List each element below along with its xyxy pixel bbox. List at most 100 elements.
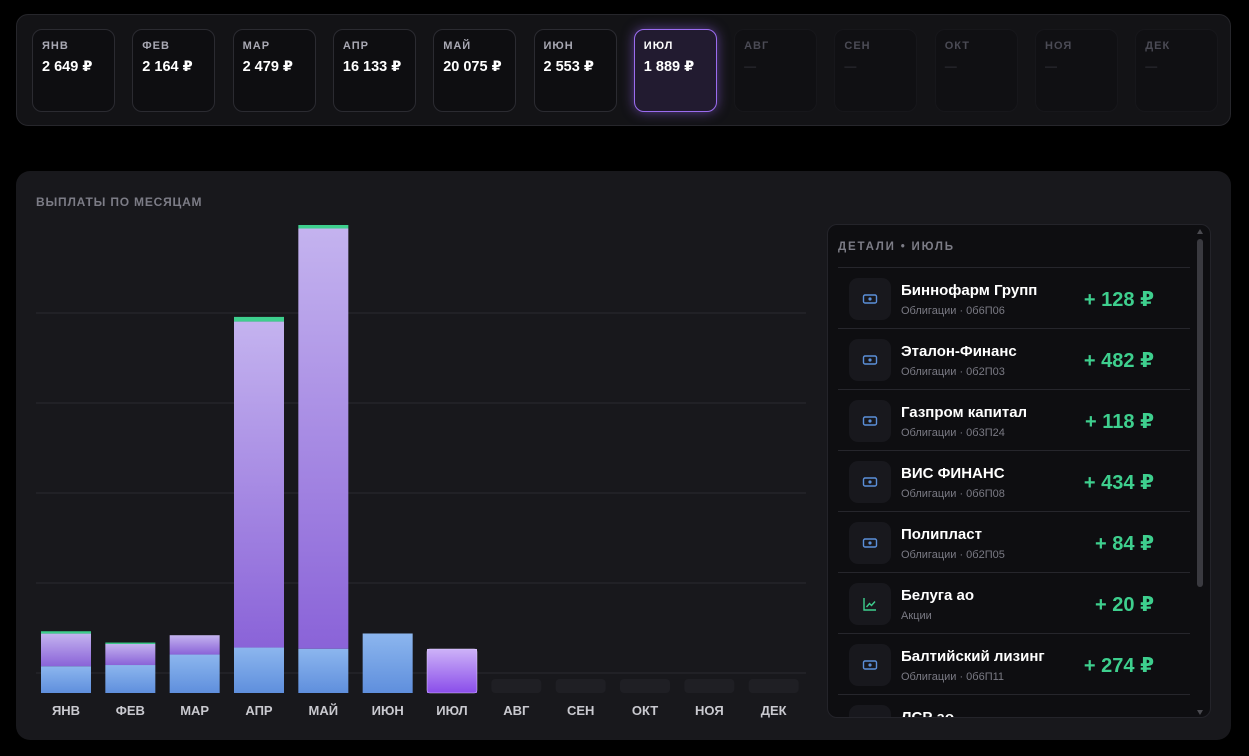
month-strip: ЯНВ 2 649 ₽ ФЕВ 2 164 ₽ МАР 2 479 ₽ АПР 16 133 … [16, 14, 1231, 126]
bar-segment-3[interactable] [41, 631, 91, 634]
bond-icon [849, 461, 891, 503]
month-card-value: — [844, 59, 857, 73]
month-card-name: АПР [342, 40, 369, 52]
month-card-name: ДЕК [1145, 40, 1171, 52]
details-title: ДЕТАЛИ • ИЮЛЬ [838, 241, 955, 253]
month-card-name: АВГ [744, 40, 770, 52]
month-card-value: 2 553 ₽ [543, 59, 594, 75]
active-bar-outline [426, 648, 478, 694]
bar-segment-3[interactable] [298, 225, 349, 229]
item-subtitle: Акции [901, 610, 932, 622]
x-tick-label: АПР [245, 703, 273, 718]
details-list: Биннофарм Групп Облигации · 0б6П06 + 128 ₽… [838, 267, 1190, 718]
month-card-7[interactable]: ИЮЛ 1 889 ₽ [633, 29, 717, 112]
bond-icon [849, 278, 891, 320]
bar-segment-1[interactable] [234, 647, 284, 693]
x-tick-label: НОЯ [695, 703, 724, 718]
month-card-name: ОКТ [944, 40, 970, 52]
bar-segment-1[interactable] [41, 666, 91, 693]
month-card-8[interactable]: АВГ — [734, 29, 818, 112]
bar-segment-2[interactable] [427, 648, 477, 693]
details-scrollbar[interactable] [1197, 225, 1207, 717]
month-card-value: — [1045, 59, 1057, 73]
item-amount: + 128 ₽ [1083, 289, 1154, 311]
details-list-item[interactable]: Полипласт Облигации · 0б2П05 + 84 ₽ [838, 511, 1190, 572]
month-card-value: 2 649 ₽ [42, 59, 93, 75]
item-subtitle: Облигации · 0б6П08 [901, 488, 1005, 500]
month-card-5[interactable]: МАЙ 20 075 ₽ [433, 29, 517, 112]
x-tick-label: МАР [180, 703, 209, 718]
bar-segment-2[interactable] [234, 321, 284, 648]
month-card-name: ФЕВ [142, 40, 170, 52]
item-name: ВИС ФИНАНС [901, 465, 1005, 482]
bond-icon [849, 400, 891, 442]
bar-segment-2[interactable] [298, 228, 349, 649]
month-card-2[interactable]: ФЕВ 2 164 ₽ [132, 29, 216, 112]
item-subtitle: Облигации · 0б3П24 [901, 427, 1005, 439]
bar-segment-3[interactable] [105, 642, 156, 644]
item-subtitle: Облигации · 0б2П05 [901, 549, 1005, 561]
item-amount: + 434 ₽ [1083, 472, 1154, 494]
bar-segment-3[interactable] [234, 316, 284, 322]
stock-chart-icon [849, 583, 891, 625]
item-name: Полипласт [901, 526, 982, 543]
details-list-item[interactable]: Биннофарм Групп Облигации · 0б6П06 + 128 ₽ [838, 267, 1190, 328]
scroll-up-arrow-icon[interactable] [1197, 229, 1203, 234]
item-name: Эталон-Финанс [901, 343, 1017, 360]
bond-icon [849, 339, 891, 381]
bar-segment-1[interactable] [105, 665, 156, 693]
x-tick-label: ИЮЛ [436, 703, 467, 718]
panel-title: ВЫПЛАТЫ ПО МЕСЯЦАМ [36, 195, 203, 209]
item-name: Газпром капитал [901, 404, 1028, 421]
bar-segment-1[interactable] [169, 654, 220, 693]
details-list-item[interactable]: Балтийский лизинг Облигации · 0б6П11 + 274… [838, 633, 1190, 694]
item-name: Биннофарм Групп [901, 282, 1038, 299]
x-tick-label: ИЮН [372, 703, 404, 718]
bond-icon [849, 644, 891, 686]
payouts-bar-chart: ЯНВ ФЕВ МАР АПР МАЙ ИЮН ИЮЛ АВГ СЕН ОКТ НОЯ ДЕК [36, 211, 808, 731]
scroll-thumb[interactable] [1197, 239, 1203, 587]
item-amount: + 274 ₽ [1083, 655, 1154, 677]
chart-canvas: ЯНВ ФЕВ МАР АПР МАЙ ИЮН ИЮЛ АВГ СЕН ОКТ НОЯ ДЕК [36, 225, 806, 718]
month-card-name: ЯНВ [42, 40, 69, 52]
month-card-6[interactable]: ИЮН 2 553 ₽ [533, 29, 617, 112]
month-card-4[interactable]: АПР 16 133 ₽ [332, 29, 416, 112]
month-card-9[interactable]: СЕН — [834, 29, 918, 112]
bar-placeholder [684, 679, 735, 693]
x-tick-label: СЕН [567, 703, 594, 718]
month-card-10[interactable]: ОКТ — [934, 29, 1018, 112]
details-list-item[interactable]: Белуга ао Акции + 20 ₽ [838, 572, 1190, 633]
bar-segment-1[interactable] [362, 633, 413, 693]
month-card-11[interactable]: НОЯ — [1035, 29, 1118, 112]
month-card-value: — [944, 59, 957, 73]
month-card-value: 2 164 ₽ [142, 59, 193, 75]
x-tick-label: ОКТ [632, 703, 658, 718]
bar-segment-2[interactable] [41, 633, 91, 667]
x-tick-label: ДЕК [761, 703, 787, 718]
details-list-item[interactable]: Эталон-Финанс Облигации · 0б2П03 + 482 ₽ [838, 328, 1190, 389]
scroll-down-arrow-icon[interactable] [1197, 710, 1203, 715]
month-card-3[interactable]: МАР 2 479 ₽ [232, 29, 316, 112]
month-card-12[interactable]: ДЕК — [1135, 29, 1219, 112]
details-list-item[interactable]: ВИС ФИНАНС Облигации · 0б6П08 + 434 ₽ [838, 450, 1190, 511]
x-tick-label: ЯНВ [52, 703, 80, 718]
bar-segment-2[interactable] [105, 643, 156, 666]
x-tick-label: АВГ [503, 703, 530, 718]
item-subtitle: Облигации · 0б6П11 [901, 671, 1005, 683]
bar-placeholder [555, 679, 606, 693]
item-name: Балтийский лизинг [901, 648, 1045, 665]
month-card-name: ИЮН [543, 40, 574, 52]
month-card-name: НОЯ [1045, 40, 1073, 52]
item-amount: + 20 ₽ [1095, 594, 1154, 616]
payouts-panel: ВЫПЛАТЫ ПО МЕСЯЦАМ ЯНВ ФЕВ МАР АПР МАЙ ИЮН ИЮЛ… [16, 171, 1231, 740]
item-subtitle: Облигации · 0б6П06 [901, 305, 1005, 317]
details-list-item[interactable]: Газпром капитал Облигации · 0б3П24 + 118 ₽ [838, 389, 1190, 450]
bar-segment-2[interactable] [169, 635, 220, 655]
bar-segment-1[interactable] [298, 648, 349, 693]
x-tick-label: ФЕВ [116, 703, 145, 718]
bar-placeholder [748, 679, 799, 693]
item-amount: + 84 ₽ [1095, 533, 1154, 555]
item-name: ЛСР ао [901, 709, 955, 718]
month-card-1[interactable]: ЯНВ 2 649 ₽ [32, 29, 115, 112]
